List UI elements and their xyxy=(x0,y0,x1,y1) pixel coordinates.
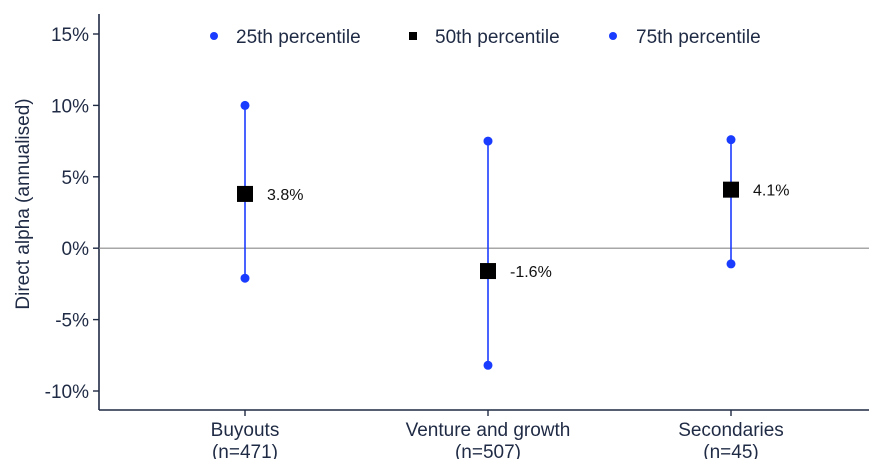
legend-marker xyxy=(609,32,617,40)
x-tick-label: Buyouts xyxy=(211,420,280,441)
y-tick-label: 0% xyxy=(62,239,90,260)
median-point xyxy=(723,181,739,198)
legend: 25th percentile 50th percentile 75th perce… xyxy=(210,27,761,48)
p25-point xyxy=(726,259,736,269)
legend-label: 25th percentile xyxy=(236,27,361,48)
plot-area: 3.8% -1.6% 4.1% xyxy=(99,100,869,370)
y-tick-label: -5% xyxy=(55,311,89,332)
y-tick-label: 10% xyxy=(51,96,89,117)
median-point xyxy=(480,263,496,280)
p25-point xyxy=(240,273,250,283)
legend-label: 75th percentile xyxy=(636,27,761,48)
x-tick-label: Secondaries xyxy=(678,420,784,441)
x-tick-sample-size: (n=45) xyxy=(703,442,758,459)
median-label: 4.1% xyxy=(753,183,789,200)
x-tick-sample-size: (n=471) xyxy=(212,442,278,459)
p75-point xyxy=(483,136,493,146)
x-tick-label: Venture and growth xyxy=(406,420,571,441)
y-tick-label: 5% xyxy=(62,168,90,189)
p75-point xyxy=(240,100,250,110)
x-axis: Buyouts(n=471) Venture and growth(n=507) S… xyxy=(99,409,869,459)
y-axis-title: Direct alpha (annualised) xyxy=(13,98,34,309)
median-point xyxy=(237,185,253,202)
y-axis: 15% 10% 5% 0% -5% -10% Direct alpha (annualise… xyxy=(13,14,100,410)
median-label: 3.8% xyxy=(267,187,303,204)
p75-point xyxy=(726,135,736,145)
legend-marker xyxy=(409,32,417,40)
x-tick-sample-size: (n=507) xyxy=(455,442,521,459)
y-tick-label: -10% xyxy=(45,382,89,403)
y-tick-label: 15% xyxy=(51,25,89,46)
p25-point xyxy=(483,360,493,370)
legend-label: 50th percentile xyxy=(435,27,560,48)
legend-marker xyxy=(210,32,218,40)
median-label: -1.6% xyxy=(510,264,552,281)
